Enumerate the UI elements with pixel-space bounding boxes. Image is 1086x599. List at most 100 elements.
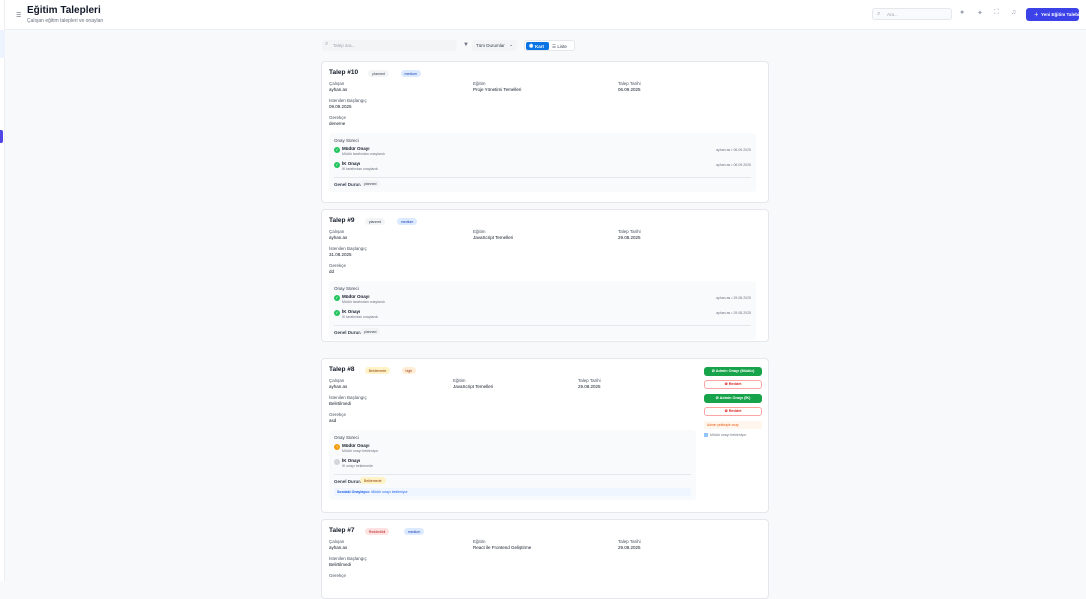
view-toggle: ◉ Kart ☰ Liste xyxy=(524,40,575,51)
approval-process: Onay Süreci ✓ Müdür Onayı Müdür tarafınd… xyxy=(329,133,756,192)
request-search-input[interactable]: ⌕ Talep ara... xyxy=(322,40,457,51)
label: İstenilen Başlangıç xyxy=(329,246,367,251)
step-name: İK Onayı xyxy=(342,309,361,314)
step-description: Müdür onayı bekleniyor xyxy=(342,449,379,453)
fullscreen-icon[interactable]: ⛶ xyxy=(994,9,999,16)
value: 09.09.2025 xyxy=(329,104,352,109)
label: Eğitim xyxy=(453,378,466,383)
label: İstenilen Başlangıç xyxy=(329,395,367,400)
step-description: İK tarafından onaylandı xyxy=(342,167,379,171)
admin-note: Admin yetkisiyle onay xyxy=(704,421,762,429)
label: Çalışan xyxy=(329,229,345,234)
approval-process: Onay Süreci ! Müdür Onayı Müdür onayı be… xyxy=(329,430,696,500)
label: Liste xyxy=(557,44,567,49)
value: 06.09.2025 xyxy=(618,87,641,92)
label: Eğitim xyxy=(473,539,486,544)
status-badge: planned xyxy=(368,70,389,77)
request-date-field: Talep Tarihi 29.08.2025 xyxy=(578,378,601,390)
clock-icon: · xyxy=(334,459,340,465)
sidebar-item[interactable] xyxy=(0,30,5,58)
process-title: Onay Süreci xyxy=(334,435,359,440)
theme-icon[interactable]: ● xyxy=(960,9,965,16)
check-circle-icon: ✓ xyxy=(334,162,340,168)
desired-start-field: İstenilen Başlangıç 09.09.2025 xyxy=(329,98,367,110)
sun-icon[interactable]: ✦ xyxy=(977,10,983,17)
bell-icon[interactable]: ♫ xyxy=(1011,9,1017,16)
reject-button[interactable]: ⊗ Reddet xyxy=(704,380,762,389)
check-circle-icon: ✓ xyxy=(334,147,340,153)
manager-waiting-note: Müdür onayı bekleniyor xyxy=(704,433,747,438)
priority-badge: medium xyxy=(396,218,418,225)
value: React ile Frontend Geliştirme xyxy=(473,545,532,550)
step-description: İK onayı beklemede xyxy=(342,464,373,468)
grid-icon: ◉ xyxy=(529,43,534,49)
request-card: Talep #10 planned medium Çalışan ayhan.as… xyxy=(321,61,769,203)
process-title: Onay Süreci xyxy=(334,286,359,291)
step-name: İK Onayı xyxy=(342,161,361,166)
step-meta: ayhan.as • 06.09.2025 xyxy=(716,163,751,167)
sidebar-active-indicator xyxy=(0,130,3,143)
sidebar xyxy=(0,0,5,581)
card-title: Talep #7 xyxy=(329,527,355,534)
approval-process: Onay Süreci ✓ Müdür Onayı Müdür tarafınd… xyxy=(329,281,756,340)
view-card-button[interactable]: ◉ Kart xyxy=(526,42,549,50)
admin-approve-manager-button[interactable]: ⊘ Admin Onayı (Müdür) xyxy=(704,367,762,376)
value: 29.08.2025 xyxy=(618,235,641,240)
value: JavaScript Temelleri xyxy=(473,235,514,240)
status-select[interactable]: Tüm Durumlar ⌄ xyxy=(472,40,517,51)
divider xyxy=(334,325,751,326)
value: asd xyxy=(329,418,337,423)
request-date-field: Talep Tarihi 29.08.2025 xyxy=(618,539,641,551)
label: Gerekçe xyxy=(329,115,347,120)
step-name: İK Onayı xyxy=(342,458,361,463)
label: İstenilen Başlangıç xyxy=(329,556,367,561)
label: Admin Onayı (Müdür) xyxy=(715,369,755,373)
card-title: Talep #10 xyxy=(329,69,359,76)
view-list-button[interactable]: ☰ Liste xyxy=(552,44,567,50)
label: Sıradaki Onaylayıcı: xyxy=(337,490,371,494)
label: Çalışan xyxy=(329,378,345,383)
reason-field: Gerekçe deneme xyxy=(329,115,346,127)
search-icon: ⌕ xyxy=(325,41,329,47)
training-field: Eğitim React ile Frontend Geliştirme xyxy=(473,539,531,551)
status-badge: Reddedildi xyxy=(364,528,390,535)
page-title: Eğitim Talepleri xyxy=(27,5,101,16)
menu-icon[interactable]: ☰ xyxy=(16,13,22,19)
reject-button[interactable]: ⊗ Reddet xyxy=(704,407,762,416)
label: Reddet xyxy=(728,409,742,413)
page-subtitle: Çalışan eğitim talepleri ve onayları xyxy=(27,18,104,24)
card-title: Talep #9 xyxy=(329,217,355,224)
step-description: Müdür tarafından onaylandı xyxy=(342,152,385,156)
label: Gerekçe xyxy=(329,412,347,417)
admin-approve-hr-button[interactable]: ⊘ Admin Onayı (İK) xyxy=(704,394,762,403)
reason-field: Gerekçe dd xyxy=(329,263,346,275)
request-date-field: Talep Tarihi 06.09.2025 xyxy=(618,81,641,93)
step-name: Müdür Onayı xyxy=(342,146,370,151)
info-icon xyxy=(704,433,708,438)
step-meta: ayhan.as • 29.08.2025 xyxy=(716,311,751,315)
value: Müdür onayı bekleniyor xyxy=(371,490,408,494)
label: İstenilen Başlangıç xyxy=(329,98,367,103)
list-icon: ☰ xyxy=(552,44,557,49)
filter-icon: ▼ xyxy=(463,42,469,48)
step-name: Müdür Onayı xyxy=(342,294,370,299)
label: Eğitim xyxy=(473,81,486,86)
training-field: Eğitim JavaScript Temelleri xyxy=(453,378,493,390)
value: ayhan.as xyxy=(329,87,348,92)
label: Müdür onayı bekleniyor xyxy=(710,433,747,437)
value: JavaScript Temelleri xyxy=(453,384,494,389)
label: Talep Tarihi xyxy=(618,81,641,86)
header-search-input[interactable]: ⌕ Ara... xyxy=(872,8,952,20)
search-icon: ⌕ xyxy=(877,11,881,17)
step-description: İK tarafından onaylandı xyxy=(342,315,379,319)
value: ayhan.as xyxy=(329,235,348,240)
value: 29.08.2025 xyxy=(578,384,601,389)
check-circle-icon: ✓ xyxy=(334,310,340,316)
label: Çalışan xyxy=(329,539,345,544)
general-status-label: Genel Durum: xyxy=(334,182,364,187)
search-placeholder: Talep ara... xyxy=(333,43,356,48)
check-circle-icon: ✓ xyxy=(334,295,340,301)
label: Kart xyxy=(535,44,545,49)
value: dd xyxy=(329,269,335,274)
new-training-request-button[interactable]: ＋ Yeni Eğitim Talebi xyxy=(1026,8,1079,21)
